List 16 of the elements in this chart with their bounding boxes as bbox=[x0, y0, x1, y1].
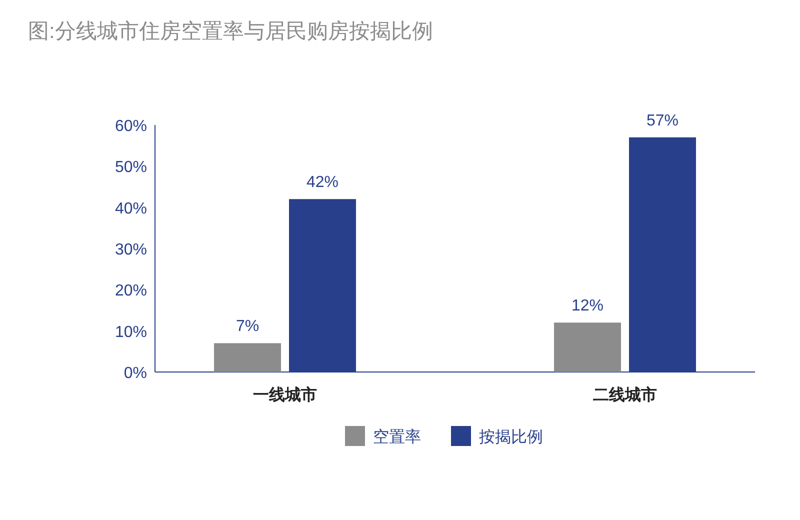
legend-label: 按揭比例 bbox=[479, 428, 543, 446]
y-tick-label: 60% bbox=[114, 118, 147, 135]
data-label: 7% bbox=[236, 318, 260, 336]
y-tick-label: 0% bbox=[124, 365, 147, 382]
y-tick-label: 20% bbox=[114, 282, 147, 300]
y-tick-label: 50% bbox=[114, 159, 147, 176]
legend-label: 空置率 bbox=[373, 428, 421, 446]
y-tick-label: 30% bbox=[114, 242, 147, 258]
x-tick-label: 二线城市 bbox=[593, 386, 657, 404]
data-label: 12% bbox=[571, 298, 604, 315]
chart-title: 图:分线城市住房空置率与居民购房按揭比例 bbox=[28, 20, 433, 43]
data-label: 42% bbox=[306, 174, 339, 192]
y-tick-label: 10% bbox=[114, 324, 147, 341]
y-tick-label: 40% bbox=[114, 200, 147, 218]
data-label: 57% bbox=[646, 112, 679, 130]
x-tick-label: 一线城市 bbox=[253, 386, 317, 404]
